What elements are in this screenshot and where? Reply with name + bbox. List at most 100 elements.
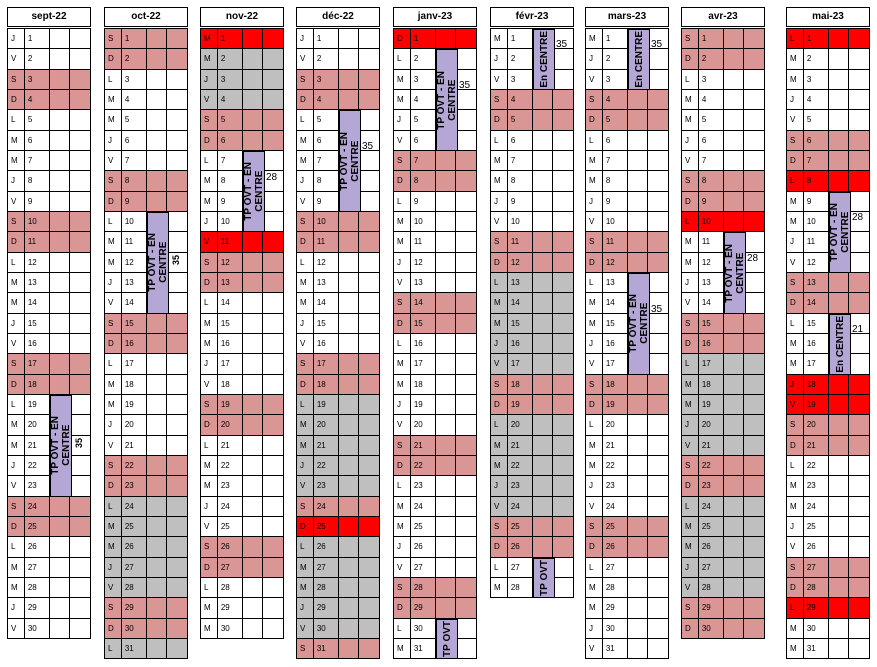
weekday-letter: V (201, 516, 218, 537)
hours-label: 35 (556, 39, 568, 51)
day-cell (167, 537, 188, 557)
weekday-letter: V (682, 435, 699, 455)
weekday-letter: J (8, 29, 25, 49)
day-row: V 16 (8, 333, 91, 355)
day-row: D 18 (8, 374, 91, 395)
weekday-letter: J (586, 618, 603, 638)
day-number: 15 (25, 313, 50, 333)
day-number: 13 (603, 272, 628, 293)
day-cell (627, 252, 649, 272)
weekday-letter: M (394, 232, 411, 252)
day-cell (167, 150, 188, 171)
weekday-letter: J (201, 496, 218, 516)
day-cell (744, 110, 765, 130)
day-cell (359, 354, 380, 374)
day-cell (532, 455, 554, 476)
weekday-letter: M (8, 557, 25, 577)
day-cell (359, 232, 380, 252)
day-row: V 28 (682, 577, 765, 599)
weekday-letter: V (491, 354, 508, 374)
day-cell (263, 211, 284, 232)
day-row: J 30 (586, 618, 669, 639)
day-row: S 21 (394, 435, 477, 456)
day-number: 2 (217, 49, 243, 69)
weekday-letter: S (491, 232, 508, 252)
day-number: 20 (411, 415, 436, 435)
day-number: 7 (314, 150, 339, 171)
day-number: 2 (508, 49, 533, 69)
weekday-letter: M (787, 476, 804, 496)
weekday-letter: V (586, 354, 603, 374)
weekday-letter: M (682, 232, 699, 252)
day-row: D 30 (105, 618, 188, 639)
day-cell (849, 191, 870, 211)
weekday-letter: D (491, 394, 508, 415)
day-cell (648, 577, 669, 598)
day-row: L 19 (297, 394, 380, 416)
weekday-letter: L (394, 333, 411, 354)
weekday-letter: D (105, 191, 122, 211)
day-cell (436, 537, 457, 557)
day-cell (648, 598, 669, 618)
day-number: 26 (217, 537, 243, 557)
month-header: nov-22 (200, 7, 284, 27)
day-row: V 20 (394, 415, 477, 436)
day-cell (70, 191, 91, 211)
day-number: 4 (602, 89, 628, 110)
day-row: S 13 (787, 272, 870, 294)
weekday-letter: D (394, 29, 411, 49)
weekday-letter: L (491, 415, 508, 435)
day-cell (849, 49, 870, 69)
day-cell (456, 638, 477, 659)
day-cell (146, 455, 168, 476)
day-number: 24 (603, 496, 628, 516)
day-row: S 25 (491, 516, 574, 538)
day-cell (167, 496, 188, 516)
day-cell (167, 252, 188, 272)
day-row: J 26 (394, 537, 477, 558)
day-cell (50, 598, 71, 618)
day-cell (628, 191, 649, 211)
day-cell (627, 537, 649, 557)
day-number: 18 (602, 374, 628, 394)
day-cell (532, 89, 554, 110)
day-number: 5 (699, 110, 724, 130)
day-cell (849, 537, 870, 557)
day-cell (627, 232, 649, 252)
weekday-letter: L (394, 191, 411, 211)
day-cell (50, 130, 71, 150)
weekday-letter: M (394, 496, 411, 516)
day-row: S 12 (201, 252, 284, 273)
weekday-letter: S (787, 272, 804, 293)
day-cell (744, 354, 765, 374)
training-block: En CENTRE (829, 313, 851, 375)
day-cell (167, 293, 188, 313)
weekday-letter: S (201, 110, 218, 130)
day-number: 17 (603, 354, 628, 374)
day-number: 6 (508, 130, 533, 150)
day-cell (147, 150, 168, 171)
day-cell (553, 557, 574, 577)
day-cell (456, 211, 477, 232)
day-cell (628, 557, 649, 577)
weekday-letter: S (394, 435, 411, 455)
day-cell (829, 49, 850, 69)
day-row: J 17 (201, 354, 284, 375)
day-row: L 28 (201, 577, 284, 599)
weekday-letter: V (105, 577, 122, 598)
day-cell (744, 29, 765, 49)
day-number: 6 (217, 130, 243, 150)
day-number: 17 (698, 354, 724, 374)
day-cell (338, 476, 360, 496)
day-cell (147, 130, 168, 150)
day-number: 3 (24, 69, 50, 89)
day-cell (628, 577, 649, 598)
day-row: D 11 (8, 232, 91, 253)
day-cell (436, 516, 457, 537)
day-number: 10 (122, 211, 147, 232)
day-cell (724, 89, 745, 110)
day-number: 22 (25, 455, 50, 476)
